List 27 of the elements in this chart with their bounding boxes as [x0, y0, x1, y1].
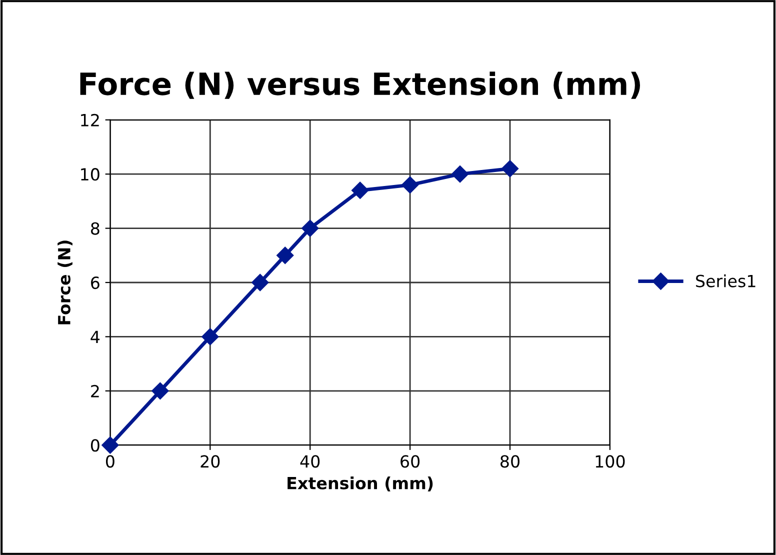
x-tick-label: 60: [400, 455, 420, 468]
point: [401, 176, 419, 194]
y-tick-label: 2: [91, 384, 99, 398]
point: [102, 436, 119, 454]
point: [252, 274, 269, 292]
y-tick-label: 6: [91, 276, 100, 290]
point: [302, 220, 319, 237]
point: [451, 166, 469, 183]
point: [352, 182, 369, 199]
x-tick-label: 100: [596, 455, 625, 468]
x-tick-label: 0: [106, 455, 114, 468]
chart-title: Force (N) versus Extension (mm): [80, 72, 640, 99]
x-axis-title: Extension (mm): [288, 476, 433, 492]
y-tick-label: 4: [90, 330, 100, 344]
x-tick-label: 80: [500, 455, 520, 468]
point: [202, 328, 219, 346]
y-tick-label: 12: [81, 114, 99, 126]
y-tick-label: 10: [81, 168, 100, 181]
y-tick-label: 0: [90, 439, 100, 452]
y-tick-label: 8: [90, 222, 100, 235]
x-tick-label: 40: [300, 455, 320, 468]
point: [276, 246, 294, 264]
x-tick-label: 20: [200, 455, 220, 468]
legend-label: Series1: [696, 274, 756, 288]
y-axis-title: Force (N): [58, 240, 72, 324]
point: [152, 382, 169, 400]
point: [501, 160, 519, 178]
